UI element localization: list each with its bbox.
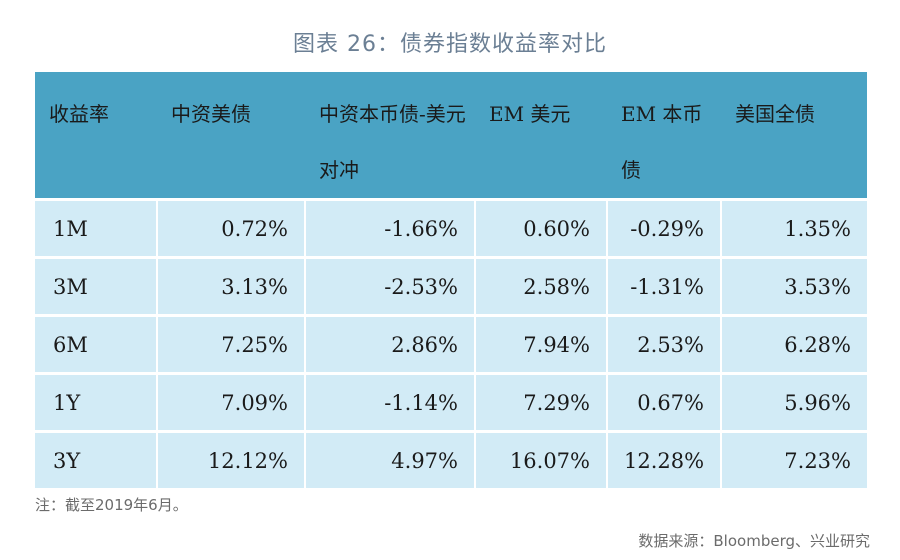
cell-value: 1.35% [721,198,867,259]
cell-value: -1.14% [305,373,476,433]
data-source: 数据来源：Bloomberg、兴业研究 [638,532,870,550]
table-row: 6M 7.25% 2.86% 7.94% 2.53% 6.28% [35,315,867,375]
header-return: 收益率 [49,102,109,126]
cell-value: 7.94% [475,315,608,375]
cell-value: 0.67% [607,373,722,433]
figure-title: 图表 26：债券指数收益率对比 [293,32,607,57]
bond-index-return-table: 收益率 中资美债 中资本币债-美元对冲 EM 美元 EM 本币债 美国全债 1M… [35,72,867,491]
cell-value: -2.53% [305,257,476,317]
row-label: 3Y [35,431,158,491]
cell-value: 7.09% [157,373,306,433]
row-label: 1M [35,198,158,259]
cell-value: 7.25% [157,315,306,375]
cell-value: 2.53% [607,315,722,375]
cell-value: 16.07% [475,431,608,491]
cell-value: 0.72% [157,198,306,259]
cell-value: -0.29% [607,198,722,259]
header-china-usd-bond: 中资美债 [171,102,251,126]
table-row: 3Y 12.12% 4.97% 16.07% 12.28% 7.23% [35,431,867,491]
cell-value: 12.12% [157,431,306,491]
cell-value: 2.86% [305,315,476,375]
row-label: 6M [35,315,158,375]
cell-value: 0.60% [475,198,608,259]
header-em-local-bond: EM 本币债 [621,102,703,182]
cell-value: 7.29% [475,373,608,433]
table-row: 1Y 7.09% -1.14% 7.29% 0.67% 5.96% [35,373,867,433]
header-us-aggregate: 美国全债 [735,102,815,126]
cell-value: -1.31% [607,257,722,317]
cell-value: 5.96% [721,373,867,433]
cell-value: -1.66% [305,198,476,259]
cell-value: 3.53% [721,257,867,317]
cell-value: 3.13% [157,257,306,317]
cell-value: 12.28% [607,431,722,491]
header-em-usd: EM 美元 [489,102,571,126]
table-row: 3M 3.13% -2.53% 2.58% -1.31% 3.53% [35,257,867,317]
row-label: 1Y [35,373,158,433]
table-row: 1M 0.72% -1.66% 0.60% -0.29% 1.35% [35,198,867,259]
row-label: 3M [35,257,158,317]
cell-value: 4.97% [305,431,476,491]
table-note: 注：截至2019年6月。 [35,496,188,514]
table-header-row: 收益率 中资美债 中资本币债-美元对冲 EM 美元 EM 本币债 美国全债 [35,72,867,200]
cell-value: 2.58% [475,257,608,317]
cell-value: 7.23% [721,431,867,491]
cell-value: 6.28% [721,315,867,375]
header-china-local-bond-usd-hedged: 中资本币债-美元对冲 [319,102,466,182]
